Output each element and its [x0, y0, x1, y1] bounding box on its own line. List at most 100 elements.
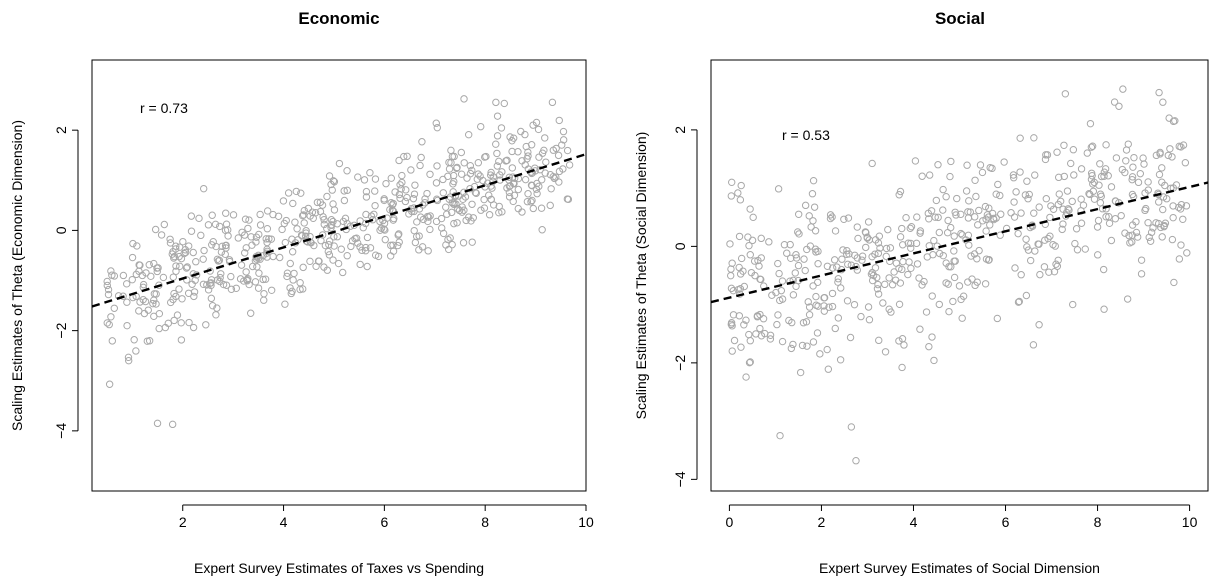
data-point — [458, 203, 466, 211]
data-point — [447, 146, 455, 155]
data-point — [292, 187, 301, 196]
data-point — [207, 294, 216, 303]
data-point — [155, 281, 163, 289]
data-point — [448, 240, 456, 249]
data-point — [896, 279, 905, 287]
data-point — [1055, 173, 1063, 182]
data-point — [745, 358, 754, 367]
data-point — [143, 337, 152, 345]
data-point — [787, 344, 796, 353]
data-point — [928, 333, 936, 341]
data-point — [1009, 174, 1018, 182]
data-point — [255, 269, 263, 277]
data-point — [417, 153, 425, 162]
data-point — [509, 197, 517, 206]
data-point — [227, 285, 236, 294]
data-point — [325, 172, 334, 180]
data-point — [142, 269, 150, 277]
data-point — [280, 219, 289, 228]
data-point — [466, 184, 474, 193]
data-point — [904, 270, 912, 279]
data-point — [746, 205, 754, 213]
data-point — [985, 204, 993, 212]
data-point — [234, 234, 242, 242]
data-point — [824, 365, 833, 373]
data-point — [1155, 198, 1163, 206]
data-point — [928, 292, 936, 300]
data-point — [128, 253, 137, 262]
data-point — [844, 214, 853, 222]
data-point — [873, 285, 882, 293]
data-point — [362, 187, 371, 196]
data-point — [153, 267, 161, 276]
data-point — [1107, 236, 1116, 245]
data-point — [136, 261, 144, 269]
data-point — [207, 276, 216, 284]
data-point — [380, 196, 388, 205]
data-point — [330, 242, 338, 250]
data-point — [935, 228, 944, 237]
data-point — [289, 276, 297, 284]
data-point — [166, 298, 175, 307]
data-point — [1139, 154, 1147, 162]
data-point — [727, 271, 735, 280]
data-point — [541, 169, 549, 177]
data-point — [774, 259, 782, 268]
data-point — [1182, 202, 1191, 210]
data-point — [423, 189, 431, 198]
data-point — [360, 176, 369, 184]
data-point — [110, 304, 118, 312]
data-point — [532, 185, 541, 193]
data-point — [1162, 195, 1171, 203]
data-point — [151, 225, 160, 234]
data-point — [751, 271, 759, 280]
data-point — [464, 130, 473, 139]
data-point — [881, 280, 889, 289]
data-point — [559, 127, 568, 136]
data-point — [922, 308, 931, 316]
data-point — [737, 181, 745, 190]
data-point — [728, 259, 736, 267]
data-point — [123, 298, 131, 306]
data-point — [443, 210, 451, 218]
data-point — [945, 262, 953, 271]
data-point — [175, 243, 184, 251]
data-point — [413, 218, 421, 226]
data-point — [971, 281, 979, 290]
data-point — [774, 185, 783, 193]
data-point — [343, 167, 351, 175]
data-point — [534, 125, 543, 134]
x-tick-label: 0 — [726, 514, 734, 530]
data-point — [1053, 148, 1061, 156]
data-point — [1067, 159, 1075, 168]
data-point — [1141, 189, 1149, 197]
data-point — [973, 255, 981, 263]
data-point — [463, 174, 471, 182]
data-point — [170, 252, 179, 261]
data-point — [396, 194, 404, 202]
data-point — [212, 311, 220, 319]
correlation-annotation: r = 0.73 — [140, 100, 188, 116]
data-point — [1030, 209, 1038, 217]
data-point — [734, 189, 742, 197]
data-point — [906, 224, 914, 233]
data-point — [996, 231, 1004, 239]
data-point — [1061, 90, 1070, 98]
data-point — [812, 301, 820, 309]
data-point — [477, 122, 485, 131]
data-point — [1102, 141, 1110, 149]
data-point — [972, 192, 980, 201]
data-point — [426, 225, 434, 234]
data-point — [105, 380, 114, 388]
data-point — [227, 272, 235, 281]
data-point — [809, 176, 818, 185]
data-point — [433, 162, 441, 170]
data-point — [962, 187, 971, 195]
data-point — [533, 179, 541, 188]
data-point — [291, 218, 299, 226]
data-point — [1102, 213, 1110, 221]
data-point — [150, 296, 158, 304]
data-point — [958, 314, 966, 322]
data-point — [854, 234, 862, 243]
data-point — [170, 316, 178, 325]
